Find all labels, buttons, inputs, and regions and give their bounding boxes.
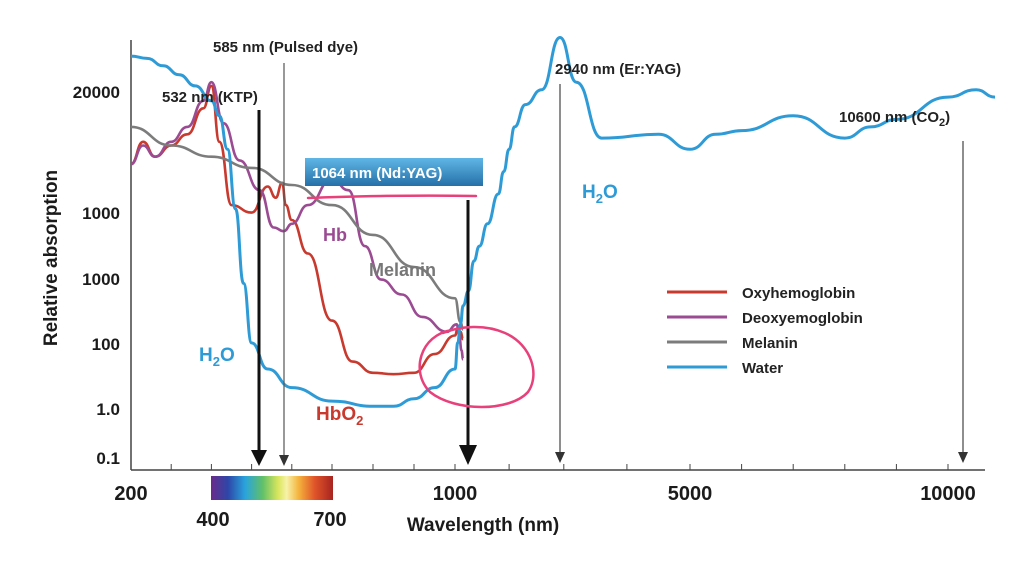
label-hbo2-sub: 2: [356, 413, 363, 428]
pink-circle-annotation: [418, 325, 535, 409]
label-h2o-left-sub: 2: [213, 354, 220, 369]
x-tick-label: 1000: [433, 483, 478, 505]
x-tick-label: 10000: [920, 483, 976, 505]
series-line-melanin: [130, 125, 464, 331]
y-tick-label: 1000: [82, 270, 120, 289]
label-10600-main: 10600 nm (CO: [839, 109, 939, 126]
label-h2o-left-main: H: [199, 345, 213, 366]
spectrum-bar-label-400: 400: [196, 509, 229, 531]
label-10600: 10600 nm (CO2): [839, 109, 950, 129]
legend-label-deoxyemoglobin: Deoxyemoglobin: [742, 310, 863, 327]
pink-underline-annotation: [306, 194, 478, 200]
label-1064: 1064 nm (Nd:YAG): [312, 165, 442, 182]
label-h2o-left-tail: O: [220, 345, 235, 366]
arrowhead-585: [279, 455, 289, 466]
label-h2o-right-main: H: [582, 182, 596, 203]
label-h2o-right: H2O: [582, 182, 618, 206]
y-tick-label: 100: [92, 335, 120, 354]
label-hbo2: HbO2: [316, 404, 363, 428]
label-hbo2-main: HbO: [316, 404, 356, 425]
label-585: 585 nm (Pulsed dye): [213, 39, 358, 56]
label-h2o-left: H2O: [199, 345, 235, 369]
legend: Oxyhemoglobin Deoxyemoglobin Melanin Wat…: [667, 285, 863, 377]
x-tick-label: 5000: [668, 483, 713, 505]
arrowhead-10600: [958, 452, 968, 463]
legend-label-melanin: Melanin: [742, 335, 798, 352]
label-melanin: Melanin: [369, 260, 436, 280]
label-hb: Hb: [323, 225, 347, 245]
legend-label-water: Water: [742, 360, 783, 377]
series-line-deoxyemoglobin: [130, 80, 465, 361]
arrowhead-1064: [459, 445, 477, 465]
label-2940: 2940 nm (Er:YAG): [555, 61, 681, 78]
y-axis-title: Relative absorption: [41, 170, 62, 346]
arrowhead-2940: [555, 452, 565, 463]
y-tick-label: 1000: [82, 204, 120, 223]
ndyag-label-box: [305, 158, 483, 186]
label-h2o-right-tail: O: [603, 182, 618, 203]
label-532: 532 nm (KTP): [162, 89, 258, 106]
x-tick-label: 200: [114, 483, 147, 505]
label-10600-sub: 2: [939, 117, 945, 129]
y-tick-label: 0.1: [96, 449, 120, 468]
legend-label-oxyhemoglobin: Oxyhemoglobin: [742, 285, 855, 302]
series-line-oxyhemoglobin: [130, 84, 464, 376]
x-ticks: 200 1000 5000 10000: [114, 483, 976, 505]
arrowhead-532: [251, 450, 267, 466]
label-h2o-right-sub: 2: [596, 191, 603, 206]
x-axis-title: Wavelength (nm): [407, 515, 559, 536]
y-tick-label: 1.0: [96, 400, 120, 419]
label-10600-tail: ): [945, 109, 950, 126]
y-ticks: 20000 1000 1000 100 1.0 0.1: [73, 83, 120, 468]
series-layer: [130, 36, 996, 408]
spectrum-bar-label-700: 700: [313, 509, 346, 531]
visible-spectrum-bar: [211, 476, 333, 500]
series-line-water: [130, 36, 996, 408]
y-tick-label: 20000: [73, 83, 120, 102]
x-minor-ticks: [170, 464, 949, 470]
